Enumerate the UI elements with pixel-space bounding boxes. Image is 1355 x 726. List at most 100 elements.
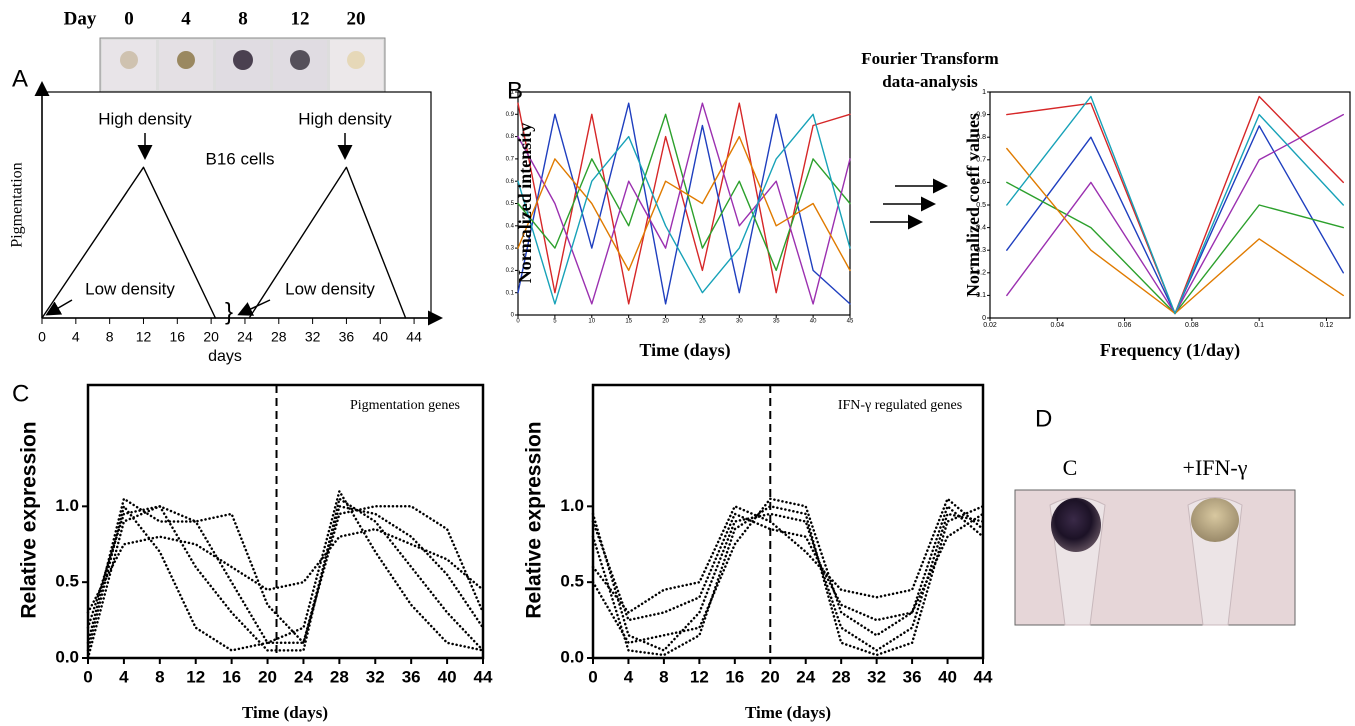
annotation: High density <box>98 109 192 128</box>
series-line <box>86 505 485 645</box>
series-line <box>86 527 485 614</box>
x-axis-label: Frequency (1/day) <box>1100 340 1240 361</box>
x-tick-label: 20 <box>203 329 219 345</box>
x-tick-label: 36 <box>903 667 922 686</box>
y-tick-label: 0.2 <box>506 268 515 274</box>
x-tick-label: 0 <box>588 667 597 686</box>
annotation: Low density <box>285 279 375 298</box>
x-tick-label: 4 <box>119 667 129 686</box>
y-tick-label: 0.5 <box>976 202 986 209</box>
panel-label: A <box>12 65 28 92</box>
plot-frame <box>41 91 432 319</box>
x-tick-label: 8 <box>155 667 164 686</box>
annotation: Low density <box>85 279 175 298</box>
strip-label: Day <box>64 8 97 29</box>
y-axis-label: Normalized coeff values <box>963 113 983 297</box>
x-tick-label: 0.02 <box>983 322 997 329</box>
series-line <box>591 497 985 614</box>
x-tick-label: 24 <box>796 667 815 686</box>
x-tick-label: 16 <box>725 667 744 686</box>
photo-label: C <box>1063 455 1078 480</box>
y-tick-label: 0.2 <box>976 270 986 277</box>
x-tick-label: 12 <box>690 667 709 686</box>
x-tick-label: 36 <box>402 667 421 686</box>
series-line <box>1006 125 1344 315</box>
plot-frame <box>86 383 485 660</box>
x-tick-label: 36 <box>339 329 355 345</box>
series-line <box>1006 181 1344 315</box>
b-arrows <box>870 178 948 230</box>
pellet <box>290 50 310 70</box>
y-tick-label: 0.0 <box>55 647 79 666</box>
series-line <box>86 497 485 645</box>
panel-label: D <box>1035 405 1052 432</box>
series-line <box>517 135 851 272</box>
pellet <box>1051 498 1101 552</box>
plot-frame <box>591 383 985 660</box>
y-tick-label: 0.5 <box>560 572 584 591</box>
x-tick-label: 40 <box>438 667 457 686</box>
x-tick-label: 28 <box>271 329 287 345</box>
series-line <box>1006 147 1344 315</box>
y-tick-label: 0.3 <box>976 247 986 254</box>
series-line <box>1006 95 1344 315</box>
x-tick-label: 40 <box>938 667 957 686</box>
y-tick-label: 0.1 <box>976 292 986 299</box>
y-tick-label: 0.0 <box>560 647 584 666</box>
y-tick-label: 0.6 <box>506 179 515 185</box>
x-tick-label: 16 <box>222 667 241 686</box>
annotation: B16 cells <box>206 149 275 168</box>
x-axis-label: Time (days) <box>639 340 730 361</box>
day-label: 0 <box>124 8 134 29</box>
day-label: 4 <box>181 8 191 29</box>
pellet <box>177 51 195 69</box>
y-tick-label: 0.7 <box>506 156 515 162</box>
x-tick-label: 20 <box>258 667 277 686</box>
y-tick-label: 0.5 <box>55 572 79 591</box>
panel-label: B <box>507 77 523 104</box>
x-tick-label: 44 <box>406 329 422 345</box>
x-tick-label: 35 <box>773 319 780 325</box>
x-tick-label: 24 <box>294 667 313 686</box>
chart-title: Pigmentation genes <box>350 398 460 413</box>
series-line <box>591 505 985 622</box>
y-tick-label: 0.9 <box>506 112 515 118</box>
x-tick-label: 45 <box>847 319 854 325</box>
series-line <box>517 102 851 305</box>
y-tick-label: 0.6 <box>976 179 986 186</box>
x-tick-label: 10 <box>588 319 595 325</box>
x-tick-label: 0.06 <box>1118 322 1132 329</box>
x-tick-label: 0 <box>83 667 92 686</box>
x-tick-label: 5 <box>553 319 557 325</box>
x-tick-label: 24 <box>237 329 253 345</box>
x-tick-label: 20 <box>761 667 780 686</box>
x-tick-label: 12 <box>136 329 152 345</box>
y-tick-label: 1.0 <box>560 496 584 515</box>
y-tick-label: 0.4 <box>976 224 986 231</box>
y-tick-label: 0.7 <box>976 157 986 164</box>
y-tick-label: 1 <box>511 90 515 96</box>
series-line <box>1006 95 1344 315</box>
x-tick-label: 4 <box>72 329 80 345</box>
series-line <box>86 489 485 652</box>
series-line <box>591 505 985 657</box>
x-axis-label: days <box>208 348 242 365</box>
x-tick-label: 44 <box>974 667 993 686</box>
panel-d-photo <box>1014 489 1296 626</box>
x-tick-label: 28 <box>330 667 349 686</box>
y-axis-label: Relative expression <box>523 421 546 618</box>
x-tick-label: 0.04 <box>1050 322 1064 329</box>
y-tick-label: 0.3 <box>506 246 515 252</box>
x-tick-label: 0 <box>38 329 46 345</box>
y-tick-label: 0 <box>511 313 515 319</box>
x-tick-label: 40 <box>810 319 817 325</box>
panel-label: C <box>12 380 29 407</box>
x-tick-label: 0 <box>516 319 520 325</box>
x-tick-label: 15 <box>625 319 632 325</box>
y-tick-label: 0 <box>982 315 986 322</box>
x-tick-label: 0.1 <box>1254 322 1264 329</box>
x-tick-label: 32 <box>366 667 385 686</box>
x-axis-label: Time (days) <box>242 703 328 722</box>
